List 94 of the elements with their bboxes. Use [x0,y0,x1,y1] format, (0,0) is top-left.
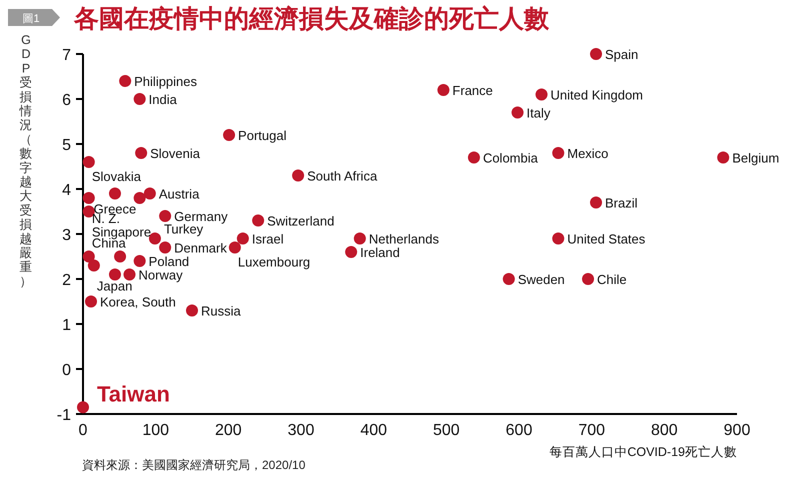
annotation: Ireland [360,245,400,260]
y-tick-label: 5 [62,137,72,154]
point [552,232,564,244]
chart-title: 各國在疫情中的經濟損失及確診的死亡人數 [73,5,550,33]
annotation: Sweden [518,272,565,287]
y-tick-label: 0 [62,362,72,379]
annotation: Israel [252,232,284,246]
point [512,106,524,118]
annotation: Slovenia [150,146,201,161]
annotation: India [148,92,178,107]
point [134,192,146,204]
point [228,242,241,254]
y-tick-label: 6 [62,92,72,109]
point [124,268,136,280]
point [223,129,236,141]
annotation: Belgium [732,150,780,166]
point [84,296,97,308]
badge: 圖1 [8,9,60,26]
point [252,214,264,226]
x-tick-label: 600 [506,422,532,439]
point [134,255,146,267]
point [468,152,480,164]
point [354,232,366,244]
y-tick-label: 1 [62,317,72,334]
x-tick-label: 500 [432,422,460,439]
point [552,147,564,159]
y-tick-label: 2 [62,272,72,289]
point [144,188,156,200]
point [159,242,172,254]
point [134,93,146,105]
point [82,250,95,262]
annotation: Italy [526,106,551,120]
y-tick-label: 4 [62,182,72,199]
x-tick-label: 700 [578,422,606,439]
annotation: Luxembourg [238,254,310,270]
point [82,192,95,204]
annotation: United Kingdom [550,88,644,102]
x-tick-label: 300 [288,422,314,439]
source-note: 資料來源：美國國家經濟研究局，2020/10 [82,458,306,472]
x-tick-label: 100 [142,422,170,439]
x-tick-label: 400 [360,422,388,439]
annotation: Denmark [174,240,228,256]
point [717,152,730,164]
x-tick-label: 200 [214,422,242,439]
point [148,232,161,244]
annotation: France [452,83,493,98]
point [590,196,602,208]
text: GDP受損情況（數字越大受損越嚴重） [20,33,32,288]
x-tick-label: 900 [724,422,750,439]
annotation: Russia [201,304,242,318]
annotation: Japan [96,278,132,294]
point [159,210,172,222]
point [186,304,198,316]
annotation: Chile [597,272,627,287]
annotation: Philippines [134,74,198,89]
point [345,246,358,258]
annotation: Slovakia [92,169,142,184]
annotation: Netherlands [368,232,440,246]
series-label: Taiwan [97,381,170,406]
x-axis-title: 每百萬人口中COVID-19死亡人數 [549,444,737,459]
point [119,75,132,87]
point [108,268,121,280]
point [536,88,548,100]
annotation: Switzerland [267,214,334,228]
point [502,273,515,285]
annotation: Austria [158,186,200,202]
annotation: Spain [605,47,638,62]
annotation: Mexico [567,146,608,161]
x-tick-label: 800 [650,422,678,439]
annotation: Turkey [164,222,204,236]
point [108,188,121,200]
point [82,156,95,168]
point [437,84,450,96]
annotation: South Africa [307,168,378,184]
annotation: United States [567,232,646,246]
point [590,48,602,60]
point [236,232,249,244]
y-tick-label: 7 [62,47,72,64]
point [292,170,304,182]
y-tick-label: -1 [56,407,72,424]
annotation: Colombia [482,150,539,166]
annotation: Portugal [238,128,287,143]
x-tick-label: 0 [78,422,88,439]
annotation: Norway [138,268,184,282]
annotation: Brazil [605,196,638,210]
point [582,273,594,285]
point [114,250,126,262]
y-tick-label: 3 [62,227,72,244]
point [135,147,148,159]
caption: 圖1 [22,13,40,25]
annotation: Germany [174,209,228,224]
annotation: Poland [148,254,190,269]
annotation: Korea, South [100,294,176,310]
point [88,260,100,272]
